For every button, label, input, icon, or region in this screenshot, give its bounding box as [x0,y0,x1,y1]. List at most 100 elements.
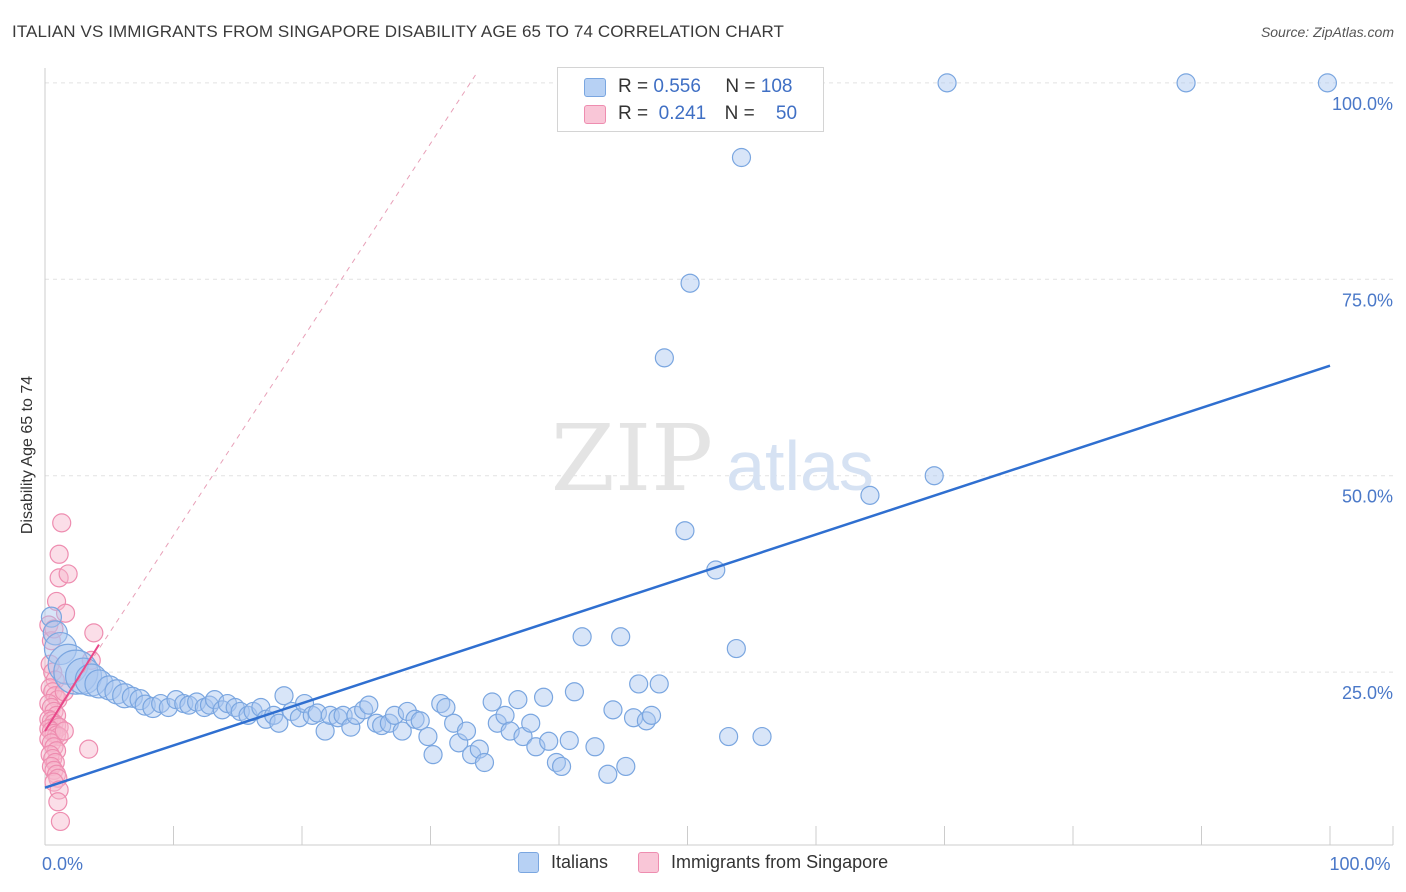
legend-n-value: 108 [760,76,793,97]
italians-point-7 [84,669,114,699]
italians-point-74 [533,687,554,707]
italians-point-88 [636,711,656,731]
italians-point-4 [53,649,99,695]
bottom-legend: Italians Immigrants from Singapore [518,852,918,873]
italians-point-81 [585,737,605,757]
italians-point-96 [726,638,746,659]
legend-r-label: R = [618,76,649,97]
y-tick-label-3: 100.0% [1332,94,1393,114]
italians-point-62 [456,721,477,741]
italians-point-70 [508,690,528,710]
bottom-legend-label-italians: Italians [551,852,609,872]
italians-point-66 [482,692,502,712]
series-singapore [39,513,104,832]
x-tick-label-1: 100.0% [1329,854,1390,874]
italians-point-34 [274,686,294,706]
italians-point-83 [611,627,631,647]
legend-n-label: N = [724,103,755,124]
italians-point-75 [539,731,559,751]
italians-point-33 [269,713,289,733]
watermark-atlas: atlas [726,427,874,505]
italians-point-72 [521,713,541,733]
grid [45,82,1393,673]
watermark-zip: ZIP [551,405,713,512]
italians-point-52 [392,721,412,741]
italians-point-13 [134,694,156,716]
legend-r-value: 0.241 [658,103,707,124]
singapore-trend-dashed [44,74,476,732]
italians-point-23 [205,690,225,710]
italians-point-78 [559,730,579,751]
legend-n-value: 50 [775,103,798,124]
italians-point-100 [924,466,944,486]
trend-lines [44,74,1331,789]
singapore-point-6 [52,513,72,533]
italians-trend-line [44,364,1331,789]
singapore-point-49 [79,739,99,759]
italians-point-57 [423,745,443,765]
italians-point-16 [158,697,178,718]
singapore-point-44 [50,811,71,832]
italians-point-90 [649,674,669,694]
singapore-point-43 [48,792,68,812]
y-tick-label-2: 75.0% [1342,290,1393,310]
italians-point-0 [40,606,63,628]
italians-point-92 [675,521,695,541]
legend-r-value: 0.556 [653,76,701,97]
italians-point-55 [410,711,430,731]
singapore-point-5 [49,544,69,564]
legend-r-label: R = [618,103,649,124]
bottom-legend-italians: Italians [518,852,608,873]
legend-n-label: N = [725,76,756,97]
italians-point-103 [1317,73,1338,93]
italians-point-51 [384,705,405,725]
italians-point-93 [680,273,700,293]
italians-point-89 [641,705,662,725]
italians-point-95 [719,726,739,747]
singapore-point-48 [54,721,74,741]
italians-point-91 [654,348,674,368]
x-tick-label-0: 0.0% [42,854,83,874]
italians-point-8 [96,675,122,701]
chart-title: ITALIAN VS IMMIGRANTS FROM SINGAPORE DIS… [12,22,785,41]
italians-point-85 [616,756,636,777]
italians-point-97 [731,147,752,168]
italians-point-47 [359,695,379,715]
y-axis-label: Disability Age 65 to 74 [19,375,36,535]
series-italians [40,73,1338,784]
y-tick-label-1: 50.0% [1342,487,1393,507]
bottom-legend-label-singapore: Immigrants from Singapore [671,852,889,872]
singapore-trend-line [44,644,100,732]
italians-point-87 [629,674,649,694]
singapore-point-7 [58,564,78,584]
italians-point-56 [418,726,438,747]
singapore-point-45 [84,623,104,643]
italians-point-19 [179,695,199,715]
italians-point-99 [860,485,880,505]
axes [44,68,1394,846]
stats-legend: R = 0.556 N = 108 R = 0.241 N = 50 [557,67,824,132]
italians-point-102 [1176,73,1196,93]
bottom-legend-swatch-italians [518,852,539,873]
italians-point-65 [474,752,495,773]
italians-point-49 [372,715,392,736]
italians-point-84 [603,700,623,720]
italians-point-98 [752,726,772,747]
legend-row-singapore: R = 0.241 N = 50 [584,101,797,127]
tick-labels: 25.0% 50.0% 75.0% 100.0% 0.0% 100.0% [42,94,1393,874]
italians-point-59 [436,697,456,718]
italians-point-44 [341,717,361,737]
legend-swatch-italians [584,77,606,97]
y-tick-label-0: 25.0% [1342,683,1393,703]
legend-swatch-singapore [584,104,606,124]
legend-row-italians: R = 0.556 N = 108 [584,74,792,100]
bottom-legend-swatch-singapore [638,852,660,873]
bottom-legend-singapore: Immigrants from Singapore [638,852,888,873]
italians-point-61 [449,733,469,753]
italians-point-53 [397,701,417,722]
italians-point-79 [564,682,585,702]
italians-point-77 [551,756,572,777]
italians-point-2 [43,631,78,666]
italians-point-101 [937,73,957,93]
